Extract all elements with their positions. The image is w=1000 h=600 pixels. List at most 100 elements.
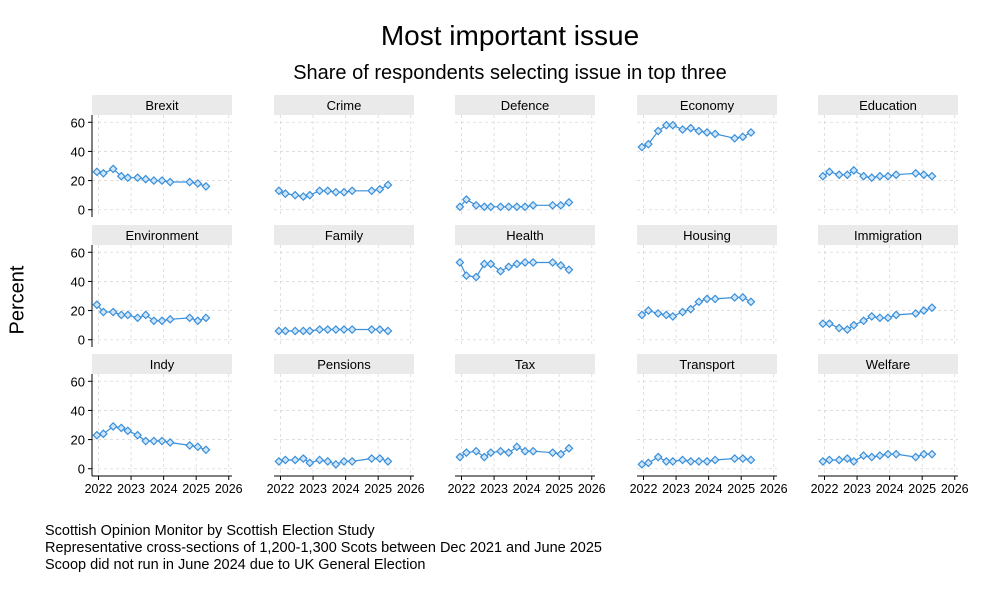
data-point: [842, 454, 852, 463]
data-point: [280, 455, 290, 465]
data-point: [165, 438, 175, 447]
data-point: [331, 187, 341, 197]
data-point: [919, 449, 929, 459]
data-point: [746, 128, 756, 137]
data-point: [108, 164, 118, 174]
data-point: [339, 325, 349, 334]
data-point: [141, 174, 151, 184]
data-point: [455, 258, 465, 267]
data-point: [165, 177, 175, 187]
data-point: [274, 326, 284, 336]
panel-title: Family: [325, 228, 364, 243]
data-point: [661, 310, 671, 320]
data-point: [512, 442, 522, 452]
panel-title: Defence: [501, 98, 549, 113]
data-point: [149, 436, 159, 446]
panel-pensions: Pensions 2022 2023 2024 2025 2026: [267, 354, 425, 496]
panel-economy: Economy: [637, 95, 777, 217]
data-point: [738, 132, 748, 142]
data-point: [520, 202, 530, 212]
data-point: [461, 448, 471, 458]
x-tick-label: 2022: [811, 482, 839, 496]
data-point: [694, 126, 704, 136]
data-point: [730, 454, 740, 463]
note-line: Representative cross-sections of 1,200-1…: [45, 540, 602, 556]
data-point: [702, 456, 712, 466]
data-point: [927, 449, 937, 459]
data-point: [875, 171, 885, 181]
data-point: [653, 309, 663, 318]
panel-defence: Defence: [455, 95, 595, 217]
data-point: [141, 310, 151, 320]
data-point: [867, 173, 877, 183]
data-point: [193, 179, 203, 188]
data-point: [849, 165, 859, 175]
x-tick-label: 2024: [695, 482, 723, 496]
data-point: [849, 320, 859, 330]
data-point: [867, 311, 877, 321]
data-point: [512, 259, 522, 269]
data-point: [133, 430, 143, 440]
data-point: [201, 445, 211, 455]
data-point: [730, 133, 740, 143]
data-point: [471, 200, 481, 210]
x-tick-label: 2023: [117, 482, 145, 496]
data-point: [496, 446, 506, 456]
panel-education: Education: [818, 95, 958, 217]
data-point: [123, 426, 133, 436]
data-point: [710, 294, 720, 304]
x-tick-label: 2025: [727, 482, 755, 496]
data-point: [746, 297, 756, 307]
x-tick-label: 2023: [662, 482, 690, 496]
data-point: [702, 128, 712, 137]
data-point: [305, 458, 315, 468]
x-tick-label: 2026: [760, 482, 788, 496]
data-point: [911, 168, 921, 178]
data-point: [818, 456, 828, 466]
data-point: [274, 456, 284, 466]
data-point: [875, 451, 885, 461]
data-point: [824, 319, 834, 329]
panel-title: Housing: [683, 228, 731, 243]
x-tick-label: 2024: [332, 482, 360, 496]
data-point: [92, 300, 102, 310]
data-point: [678, 307, 688, 317]
data-point: [298, 192, 308, 202]
data-point: [834, 323, 844, 333]
data-point: [849, 456, 859, 466]
panel-strip: [92, 225, 232, 245]
panel-title: Transport: [679, 357, 735, 372]
data-point: [471, 446, 481, 456]
x-tick-label: 2022: [630, 482, 658, 496]
data-point: [746, 455, 756, 465]
data-point: [339, 187, 349, 197]
panel-strip: [274, 95, 414, 115]
y-tick-label: 60: [71, 245, 85, 260]
data-point: [486, 448, 496, 458]
data-point: [556, 449, 566, 459]
chart-notes: Scottish Opinion Monitor by Scottish Ele…: [45, 523, 602, 574]
data-point: [710, 455, 720, 465]
data-point: [504, 202, 514, 212]
data-point: [643, 306, 653, 316]
data-point: [123, 173, 133, 183]
data-point: [548, 200, 558, 210]
panel-strip: [274, 354, 414, 374]
panel-title: Education: [859, 98, 917, 113]
y-tick-label: 20: [71, 304, 85, 319]
y-tick-label: 40: [71, 274, 85, 289]
data-point: [133, 313, 143, 323]
data-point: [193, 316, 203, 326]
data-point: [315, 455, 325, 465]
y-tick-label: 40: [71, 144, 85, 159]
data-point: [185, 440, 195, 450]
data-point: [375, 325, 385, 334]
data-point: [528, 200, 538, 210]
data-point: [315, 186, 325, 196]
data-point: [185, 313, 195, 323]
data-point: [123, 310, 133, 320]
panel-strip: [92, 95, 232, 115]
panel-crime: Crime: [274, 95, 414, 217]
data-point: [471, 272, 481, 282]
